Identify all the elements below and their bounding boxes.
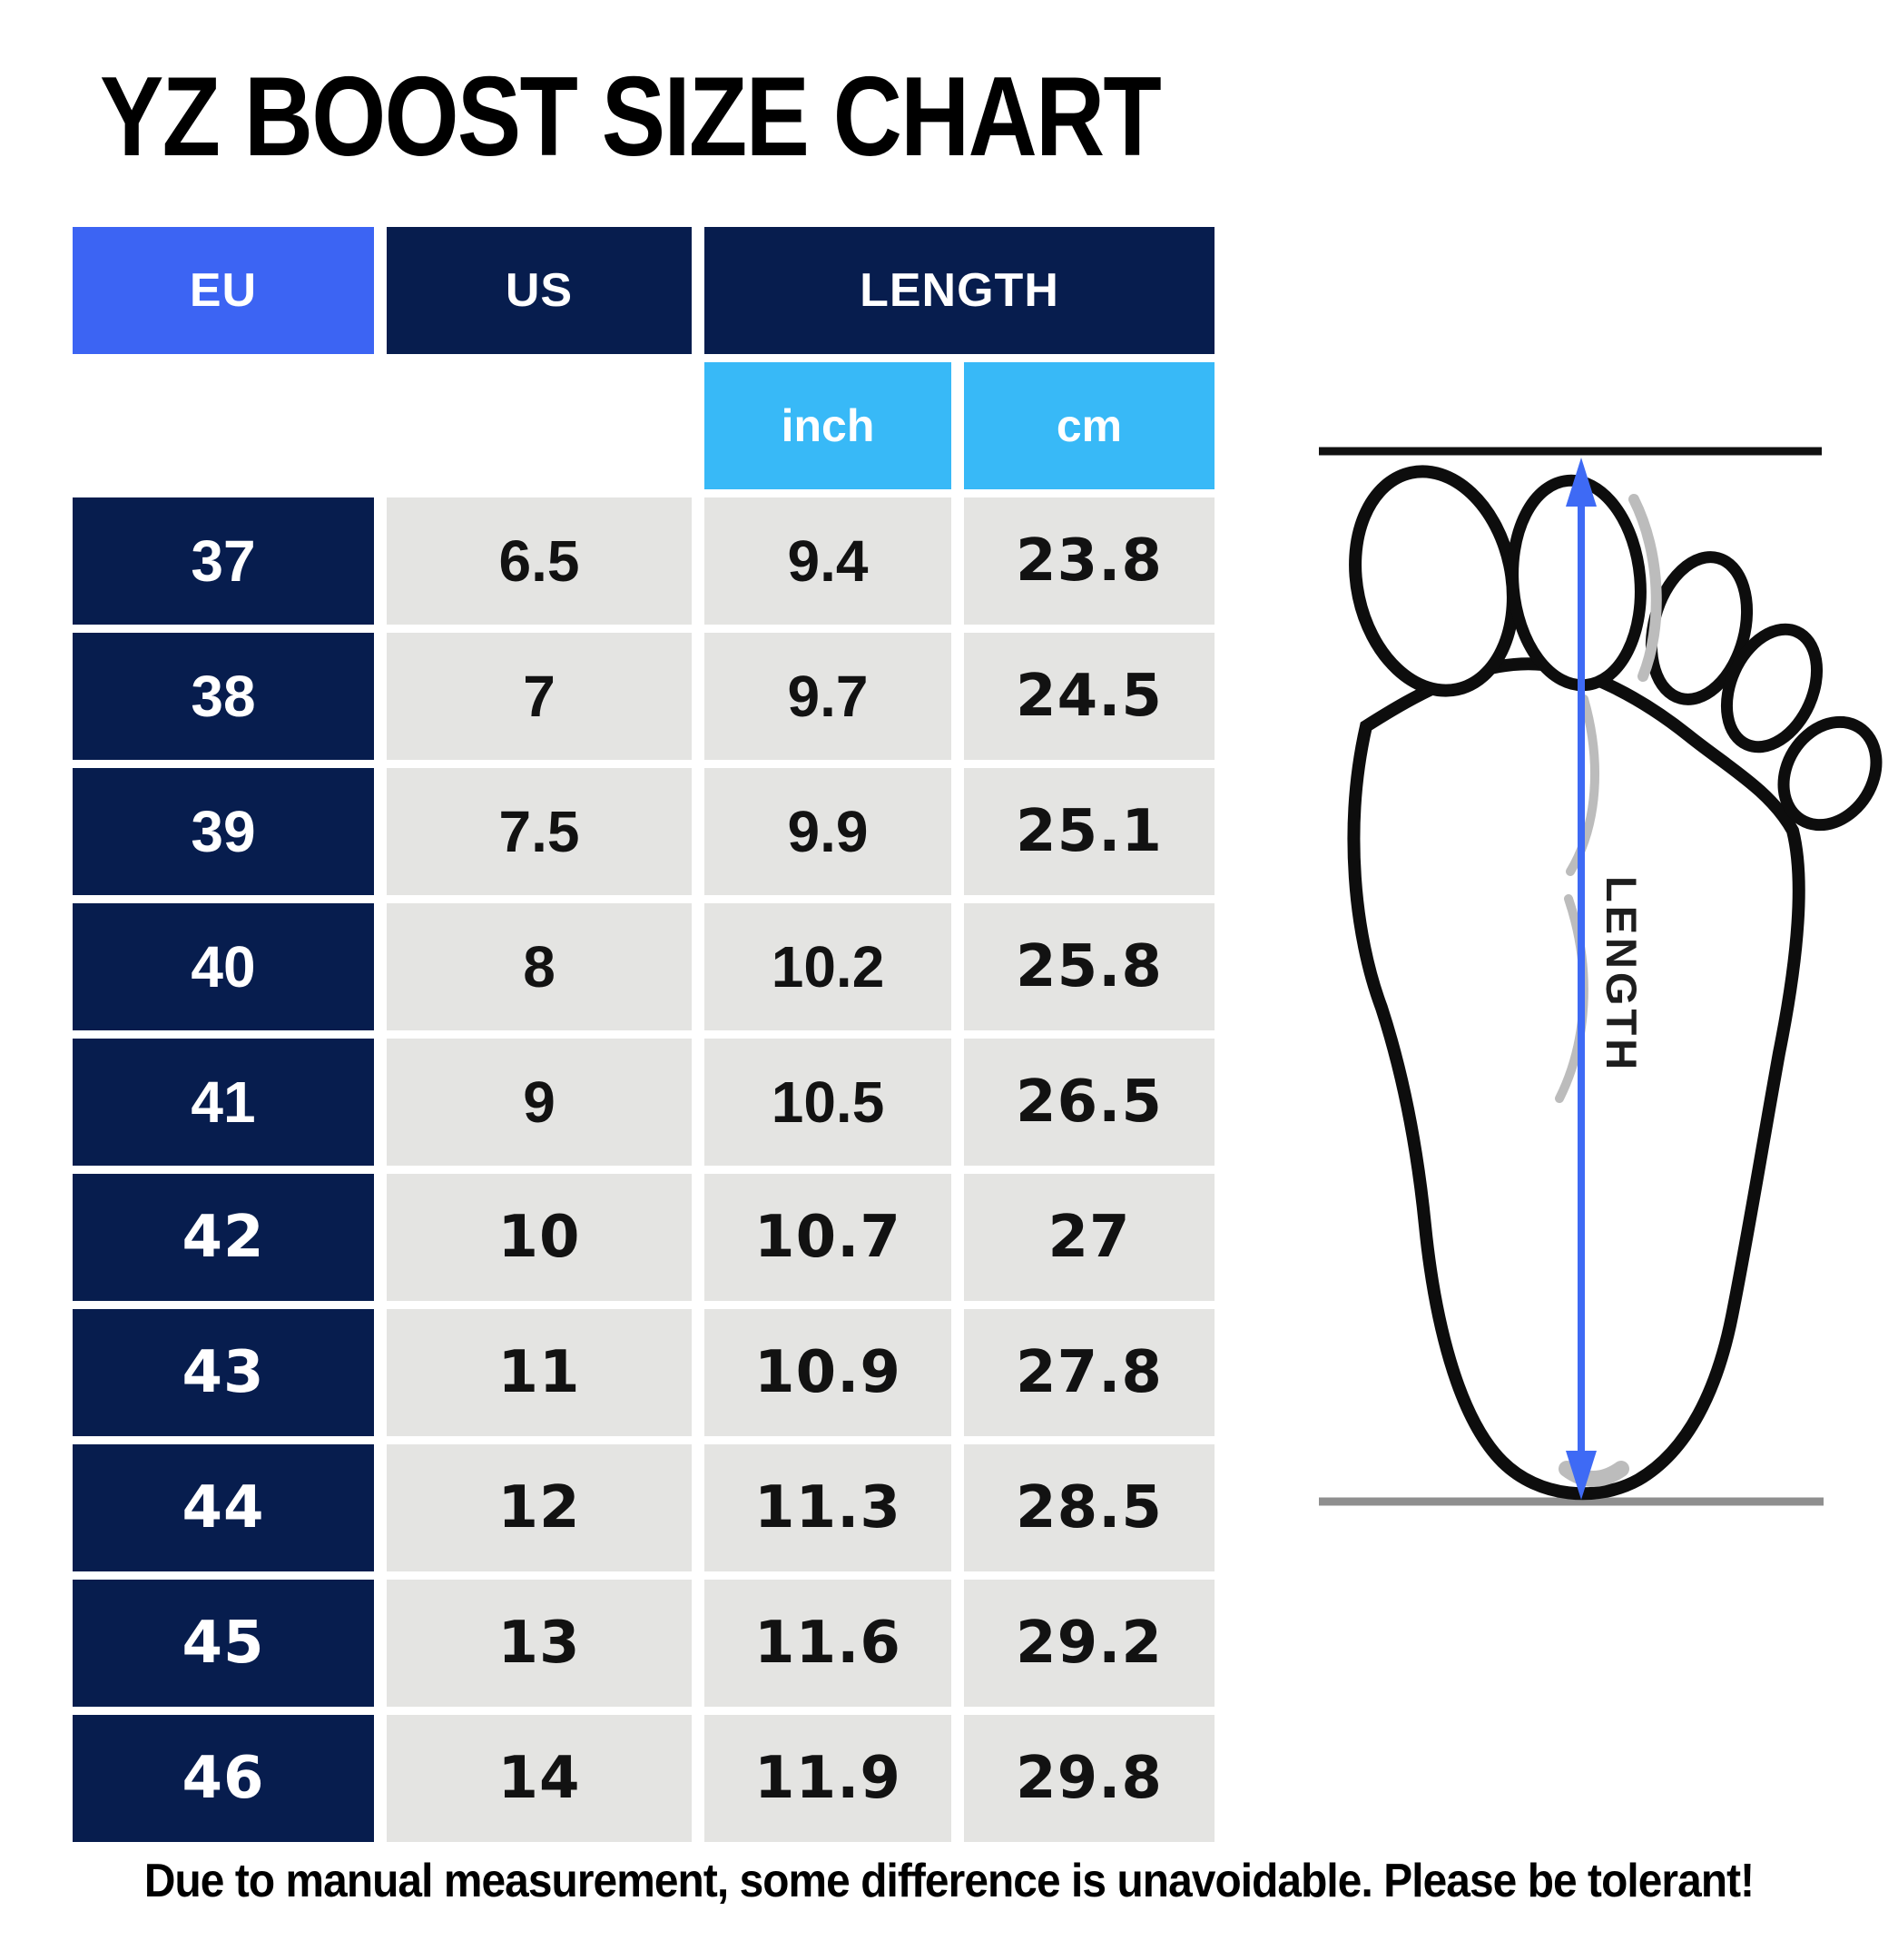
cell-us: 10 [387,1174,692,1301]
cell-cm: 25.8 [964,903,1215,1030]
subheader-inch: inch [704,362,951,489]
subheader-cm: cm [964,362,1215,489]
length-arrowhead-down [1566,1451,1597,1500]
cell-cm: 29.2 [964,1580,1215,1707]
cell-inch: 11.9 [704,1715,951,1842]
cell-eu: 42 [73,1174,374,1301]
header-spacer [387,362,692,489]
length-arrowhead-up [1566,458,1597,507]
cell-cm: 27 [964,1174,1215,1301]
cell-inch: 10.7 [704,1174,951,1301]
cell-cm: 24.5 [964,633,1215,760]
fourth-toe-outline [1720,623,1824,753]
cell-us: 7.5 [387,768,692,895]
cell-eu: 38 [73,633,374,760]
cell-inch: 9.9 [704,768,951,895]
foot-length-diagram: LENGTH [1298,427,1897,1552]
header-spacer [73,362,374,489]
cell-inch: 10.2 [704,903,951,1030]
footer-note: Due to manual measurement, some differen… [143,1855,1755,1907]
cell-us: 8 [387,903,692,1030]
cell-inch: 11.3 [704,1444,951,1571]
cell-cm: 28.5 [964,1444,1215,1571]
cell-cm: 25.1 [964,768,1215,895]
column-header-us: US [387,227,692,354]
cell-us: 14 [387,1715,692,1842]
toe-shadow-accent [1628,494,1662,682]
cell-inch: 10.5 [704,1039,951,1166]
pinky-toe-outline [1777,715,1883,832]
cell-us: 12 [387,1444,692,1571]
cell-inch: 11.6 [704,1580,951,1707]
cell-eu: 43 [73,1309,374,1436]
cell-cm: 29.8 [964,1715,1215,1842]
length-axis-label: LENGTH [1598,876,1646,1073]
cell-us: 6.5 [387,497,692,625]
cell-us: 11 [387,1309,692,1436]
cell-eu: 41 [73,1039,374,1166]
cell-cm: 23.8 [964,497,1215,625]
cell-cm: 26.5 [964,1039,1215,1166]
cell-eu: 46 [73,1715,374,1842]
cell-us: 7 [387,633,692,760]
cell-eu: 45 [73,1580,374,1707]
page-title: YZ BOOST SIZE CHART [100,54,1162,180]
cell-cm: 27.8 [964,1309,1215,1436]
size-chart-table: EU US LENGTH inch cm 37 6.5 9.4 23.8 38 … [73,227,1215,1842]
cell-eu: 44 [73,1444,374,1571]
second-toe-outline [1507,474,1647,692]
cell-inch: 9.4 [704,497,951,625]
cell-us: 9 [387,1039,692,1166]
column-header-eu: EU [73,227,374,354]
cell-us: 13 [387,1580,692,1707]
cell-eu: 37 [73,497,374,625]
cell-eu: 40 [73,903,374,1030]
cell-inch: 10.9 [704,1309,951,1436]
foot-sole-outline [1347,657,1805,1501]
cell-eu: 39 [73,768,374,895]
cell-inch: 9.7 [704,633,951,760]
heel-shadow-accent [1559,1461,1629,1487]
foot-measure-illustration: LENGTH [1319,447,1883,1506]
column-header-length: LENGTH [704,227,1215,354]
